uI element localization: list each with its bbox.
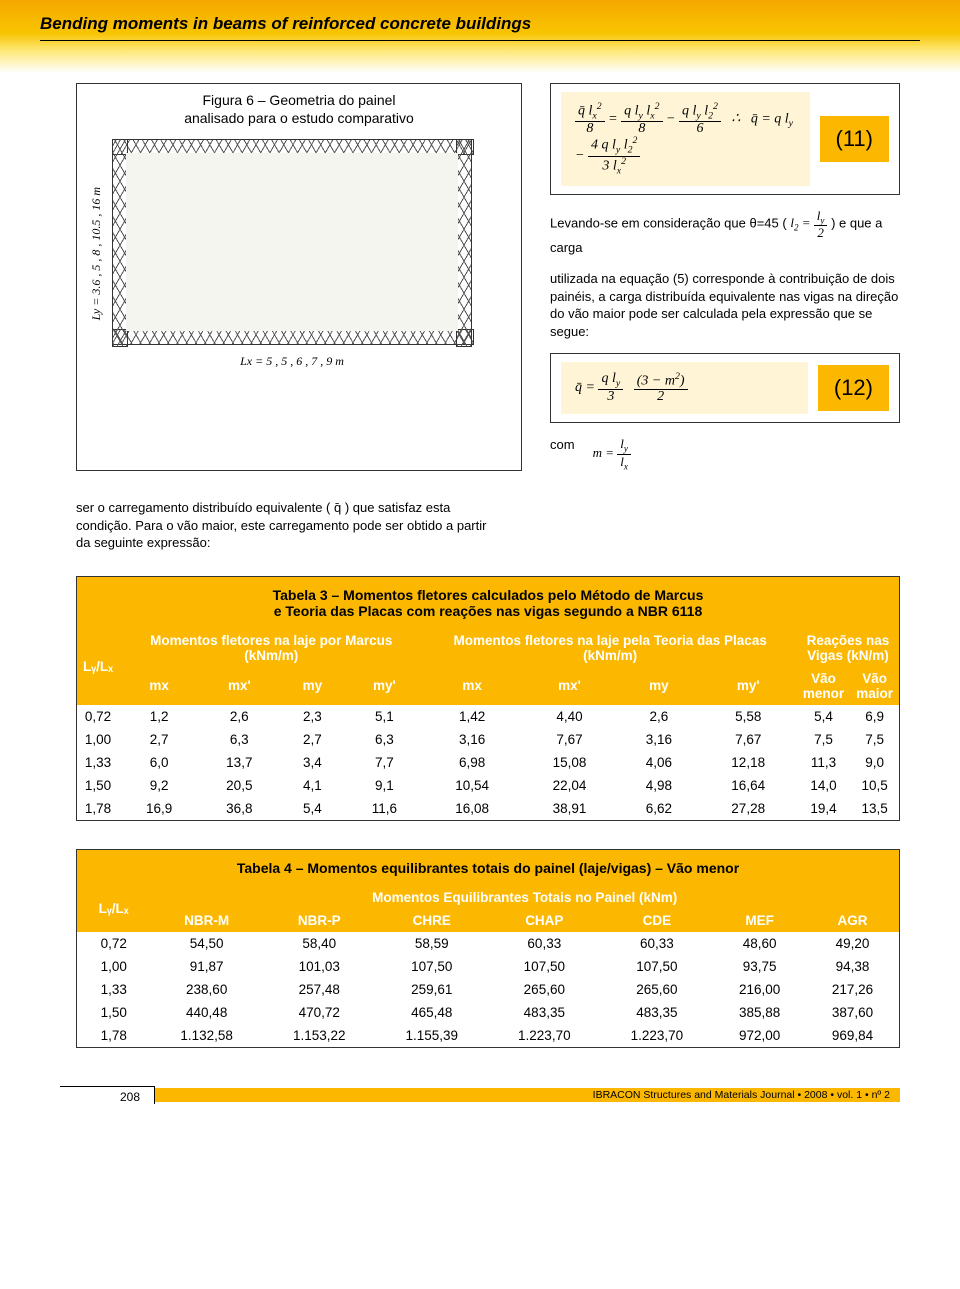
mid-paragraph: ser o carregamento distribuído equivalen…: [76, 499, 496, 552]
t4-col: CHAP: [488, 909, 601, 932]
figure6-panel: Lx = 5 , 5 , 6 , 7 , 9 m: [112, 139, 472, 369]
t3-subcol: my': [345, 667, 423, 705]
com-definition: com m = lylx: [550, 437, 900, 471]
t4-col: MEF: [713, 909, 806, 932]
table-row: 1,509,220,54,19,110,5422,044,9816,6414,0…: [77, 774, 899, 797]
t4-col: CHRE: [376, 909, 489, 932]
t3-subcol: Vãomaior: [850, 667, 899, 705]
t3-subcol: mx': [199, 667, 279, 705]
equation-11-expr: q̄ lx28 = q ly lx28 − q ly l226 ∴ q̄ = q…: [561, 92, 810, 186]
paragraph-1: utilizada na equação (5) corresponde à c…: [550, 270, 900, 340]
t3-subcol: mx: [119, 667, 199, 705]
table-row: 0,721,22,62,35,11,424,402,65,585,46,9: [77, 705, 899, 728]
equation-12: q̄ = q ly3 (3 − m2)2 (12): [550, 353, 900, 423]
table-4: Tabela 4 – Momentos equilibrantes totais…: [76, 849, 900, 1048]
table3-title-2: e Teoria das Placas com reações nas viga…: [274, 603, 703, 619]
t4-col: NBR-M: [150, 909, 263, 932]
t3-group3: Reações nasVigas (kN/m): [797, 629, 899, 667]
t3-subcol: my: [279, 667, 345, 705]
table-row: 1,781.132,581.153,221.155,391.223,701.22…: [77, 1024, 899, 1047]
figure6-ylabel: Ly = 3.6 , 5 , 8 , 10.5 , 16 m: [89, 187, 104, 320]
t4-col: AGR: [806, 909, 899, 932]
figure6-xlabel: Lx = 5 , 5 , 6 , 7 , 9 m: [112, 354, 472, 369]
figure-6: Figura 6 – Geometria do painel analisado…: [76, 83, 522, 471]
equation-11-num: (11): [820, 116, 890, 162]
equation-12-num: (12): [818, 365, 889, 411]
table4-title: Tabela 4 – Momentos equilibrantes totais…: [77, 850, 899, 886]
footer: 208 IBRACON Structures and Materials Jou…: [60, 1086, 900, 1104]
table-3: Tabela 3 – Momentos fletores calculados …: [76, 576, 900, 821]
t3-subcol: my': [700, 667, 797, 705]
t3-subcol: mx': [521, 667, 618, 705]
header-rule: [40, 40, 920, 41]
table-row: 0,7254,5058,4058,5960,3360,3348,6049,20: [77, 932, 899, 955]
t3-subcol: my: [618, 667, 699, 705]
table-row: 1,50440,48470,72465,48483,35483,35385,88…: [77, 1001, 899, 1024]
journal-citation: IBRACON Structures and Materials Journal…: [155, 1088, 900, 1102]
t3-subcol: Vãomenor: [797, 667, 850, 705]
t4-col: CDE: [601, 909, 714, 932]
t4-col: NBR-P: [263, 909, 376, 932]
header-band: Bending moments in beams of reinforced c…: [0, 0, 960, 73]
table3-title-1: Tabela 3 – Momentos fletores calculados …: [273, 587, 704, 603]
page-number: 208: [60, 1086, 155, 1104]
t3-group1: Momentos fletores na laje por Marcus (kN…: [119, 629, 423, 667]
t3-col0: Lᵧ/Lₓ: [77, 629, 119, 705]
intermediate-text: Levando-se em consideração que θ=45 ( l2…: [550, 209, 900, 257]
t3-subcol: mx: [423, 667, 520, 705]
equation-12-expr: q̄ = q ly3 (3 − m2)2: [561, 362, 808, 414]
figure6-caption-2: analisado para o estudo comparativo: [184, 110, 414, 126]
table-row: 1,33238,60257,48259,61265,60265,60216,00…: [77, 978, 899, 1001]
figure6-caption-1: Figura 6 – Geometria do painel: [203, 92, 396, 108]
table-row: 1,336,013,73,47,76,9815,084,0612,1811,39…: [77, 751, 899, 774]
t4-group: Momentos Equilibrantes Totais no Painel …: [150, 886, 899, 909]
table-row: 1,002,76,32,76,33,167,673,167,677,57,5: [77, 728, 899, 751]
table-row: 1,7816,936,85,411,616,0838,916,6227,2819…: [77, 797, 899, 820]
t4-col0: Lᵧ/Lₓ: [77, 886, 150, 932]
page-title: Bending moments in beams of reinforced c…: [40, 14, 920, 34]
equation-11: q̄ lx28 = q ly lx28 − q ly l226 ∴ q̄ = q…: [550, 83, 900, 195]
t3-group2: Momentos fletores na laje pela Teoria da…: [423, 629, 796, 667]
table-row: 1,0091,87101,03107,50107,50107,5093,7594…: [77, 955, 899, 978]
